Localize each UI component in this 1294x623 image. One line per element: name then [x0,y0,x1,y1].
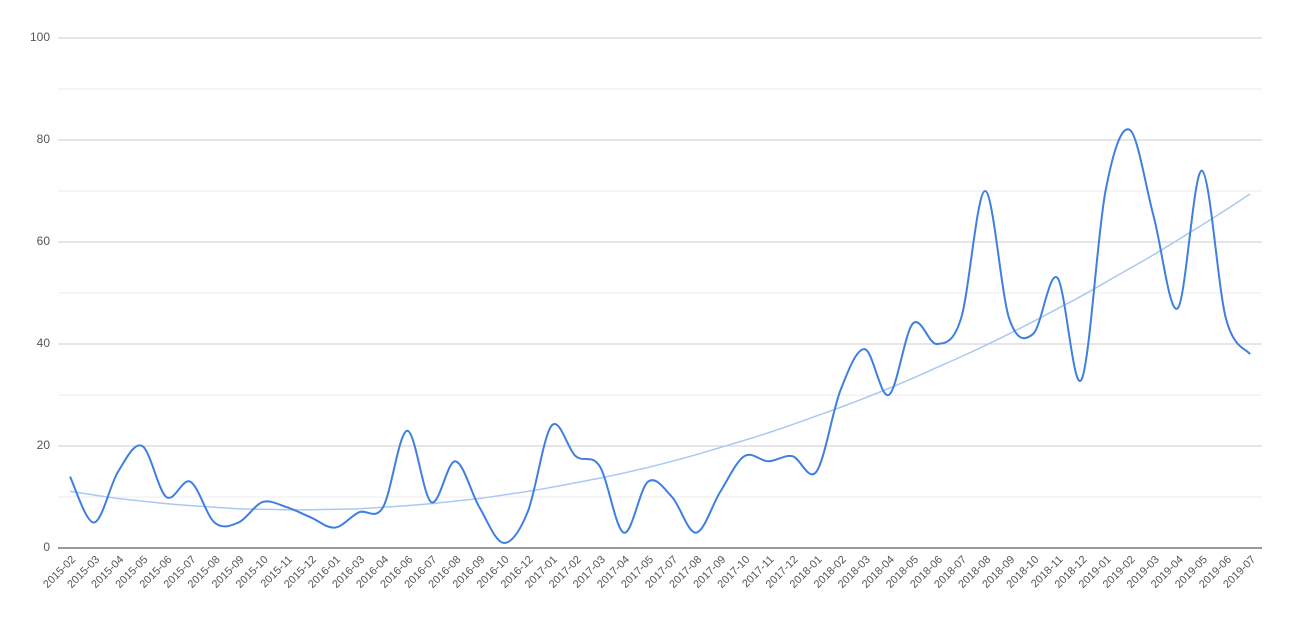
y-tick-label: 40 [37,336,51,350]
data-line [69,128,1251,544]
y-tick-label: 100 [30,30,50,44]
y-tick-label: 0 [43,540,50,554]
y-tick-label: 20 [37,438,51,452]
y-tick-label: 60 [37,234,51,248]
y-tick-label: 80 [37,132,51,146]
trendline [69,193,1251,511]
